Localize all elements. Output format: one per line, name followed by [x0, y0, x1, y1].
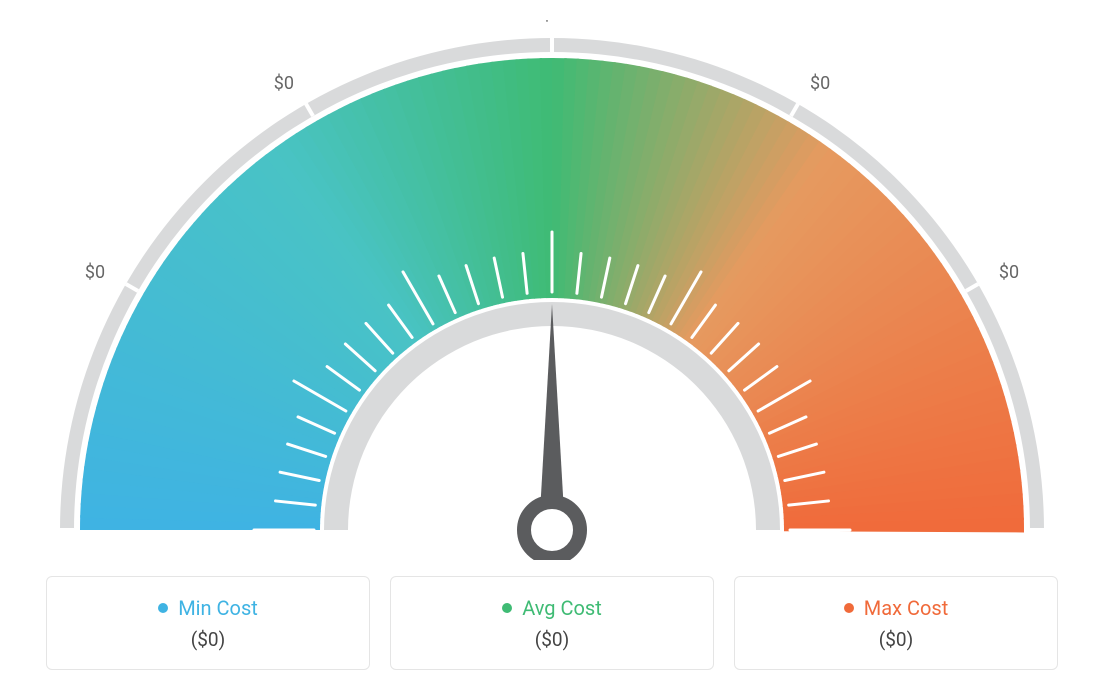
svg-text:$0: $0: [810, 73, 830, 94]
gauge-chart-container: $0$0$0$0$0$0$0 Min Cost ($0) Avg Cost ($…: [0, 0, 1104, 690]
legend-value-avg: ($0): [535, 628, 569, 651]
legend-top: Min Cost: [158, 596, 258, 620]
svg-text:$0: $0: [542, 20, 562, 25]
gauge-svg: $0$0$0$0$0$0$0: [42, 20, 1062, 560]
legend-dot-max: [844, 603, 854, 613]
legend-label-min: Min Cost: [178, 596, 258, 620]
legend-label-avg: Avg Cost: [522, 596, 602, 620]
legend-row: Min Cost ($0) Avg Cost ($0) Max Cost ($0…: [46, 576, 1058, 670]
legend-top: Max Cost: [844, 596, 949, 620]
legend-value-max: ($0): [879, 628, 913, 651]
legend-card-avg: Avg Cost ($0): [390, 576, 714, 670]
legend-value-min: ($0): [191, 628, 225, 651]
legend-dot-avg: [502, 603, 512, 613]
svg-text:$0: $0: [274, 73, 294, 94]
legend-card-max: Max Cost ($0): [734, 576, 1058, 670]
legend-top: Avg Cost: [502, 596, 602, 620]
legend-card-min: Min Cost ($0): [46, 576, 370, 670]
legend-label-max: Max Cost: [864, 596, 949, 620]
svg-text:$0: $0: [999, 262, 1019, 283]
gauge-wrap: $0$0$0$0$0$0$0: [42, 20, 1062, 560]
svg-text:$0: $0: [85, 262, 105, 283]
legend-dot-min: [158, 603, 168, 613]
